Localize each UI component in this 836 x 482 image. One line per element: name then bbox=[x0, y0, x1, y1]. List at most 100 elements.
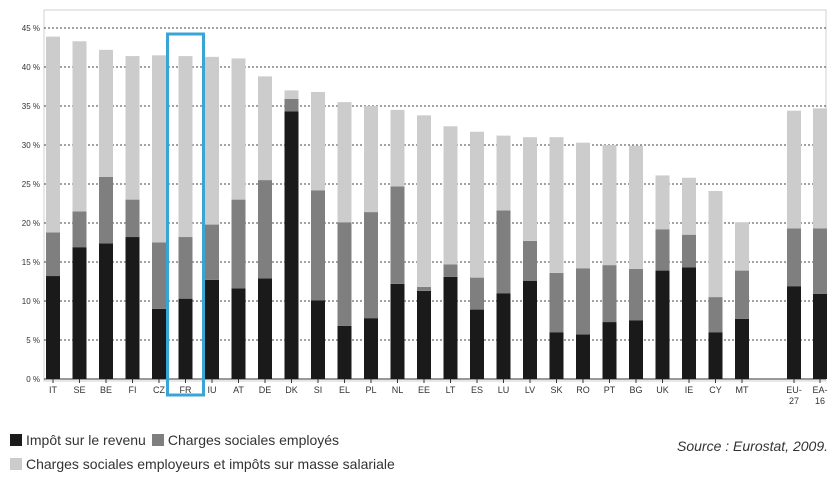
bar-ee-series-2 bbox=[417, 286, 431, 291]
bar-cz-series-3 bbox=[152, 55, 166, 243]
bar-lt-series-1 bbox=[443, 276, 458, 379]
bar-iu-series-3 bbox=[205, 56, 219, 225]
bar-lt-series-3 bbox=[443, 126, 458, 265]
bar-sk-series-3 bbox=[549, 137, 564, 273]
bar-dk-series-3 bbox=[284, 90, 299, 99]
bar-si-series-3 bbox=[311, 91, 325, 191]
bar-ie-series-3 bbox=[682, 177, 696, 235]
bar-uk-series-2 bbox=[655, 229, 670, 271]
bar-de-series-1 bbox=[258, 278, 272, 379]
bar-pl-series-1 bbox=[364, 318, 378, 379]
bar-fi-series-3 bbox=[125, 56, 140, 200]
bar-it-series-2 bbox=[46, 232, 60, 277]
bar-fi-series-2 bbox=[125, 199, 140, 238]
x-tick-label: 16 bbox=[815, 396, 825, 406]
bar-nl-series-3 bbox=[390, 109, 405, 187]
bar-es-series-2 bbox=[470, 277, 484, 310]
bar-se-series-2 bbox=[72, 211, 87, 248]
legend-label-employer-contributions: Charges sociales employeurs et impôts su… bbox=[26, 456, 395, 472]
x-tick-label: IT bbox=[49, 385, 58, 395]
x-tick-label: ES bbox=[471, 385, 483, 395]
bar-pt-series-1 bbox=[602, 322, 617, 379]
bar-es-series-3 bbox=[470, 131, 484, 278]
bar-se-series-3 bbox=[72, 41, 87, 212]
x-tick-label: DE bbox=[259, 385, 272, 395]
bar-fr-series-3 bbox=[178, 56, 193, 238]
x-tick-label: LU bbox=[498, 385, 510, 395]
legend-label-employee-contributions: Charges sociales employés bbox=[167, 432, 340, 448]
legend-item-income-tax: Impôt sur le revenu bbox=[10, 432, 146, 448]
bar-el-series-3 bbox=[337, 102, 352, 223]
bar-ea-16-series-1 bbox=[813, 293, 827, 379]
bar-ro-series-1 bbox=[576, 334, 590, 379]
x-tick-label: UK bbox=[656, 385, 669, 395]
x-tick-label: SK bbox=[550, 385, 562, 395]
x-tick-label: 27 bbox=[789, 396, 799, 406]
bar-eu-27-series-3 bbox=[787, 110, 801, 229]
bar-si-series-2 bbox=[311, 190, 325, 301]
bar-mt-series-2 bbox=[735, 270, 749, 319]
x-tick-label: CZ bbox=[153, 385, 165, 395]
x-tick-label: IE bbox=[685, 385, 694, 395]
x-tick-label: CY bbox=[709, 385, 722, 395]
bar-dk-series-2 bbox=[284, 98, 299, 112]
bar-de-series-3 bbox=[258, 76, 272, 181]
bar-cy-series-3 bbox=[708, 191, 723, 298]
bar-lv-series-1 bbox=[523, 280, 537, 379]
bar-si-series-1 bbox=[311, 300, 325, 379]
bar-el-series-1 bbox=[337, 325, 352, 379]
y-tick-label: 15 % bbox=[22, 258, 40, 267]
bar-eu-27-series-1 bbox=[787, 286, 801, 379]
bar-lv-series-3 bbox=[523, 137, 537, 241]
x-tick-label: EA- bbox=[812, 385, 827, 395]
bar-uk-series-3 bbox=[655, 175, 670, 230]
legend-row-1: Impôt sur le revenu Charges sociales emp… bbox=[10, 432, 345, 448]
y-tick-label: 40 % bbox=[22, 63, 40, 72]
bar-de-series-2 bbox=[258, 180, 272, 279]
x-tick-label: IU bbox=[208, 385, 217, 395]
bar-ie-series-1 bbox=[682, 267, 696, 379]
bar-nl-series-2 bbox=[390, 186, 405, 284]
bar-fr-series-1 bbox=[178, 298, 193, 379]
y-tick-label: 30 % bbox=[22, 141, 40, 150]
bar-bg-series-2 bbox=[629, 269, 643, 321]
x-tick-label: BE bbox=[100, 385, 112, 395]
bar-ea-16-series-2 bbox=[813, 228, 827, 294]
y-tick-label: 20 % bbox=[22, 219, 40, 228]
legend-item-employee-contributions: Charges sociales employés bbox=[151, 432, 340, 448]
x-tick-label: MT bbox=[736, 385, 749, 395]
x-tick-label: FI bbox=[129, 385, 137, 395]
x-tick-label: DK bbox=[285, 385, 298, 395]
bar-fi-series-1 bbox=[125, 237, 140, 379]
legend-swatch-employer-contributions bbox=[10, 458, 22, 470]
bar-mt-series-1 bbox=[735, 318, 749, 379]
bar-lu-series-2 bbox=[496, 210, 511, 294]
bar-lu-series-1 bbox=[496, 293, 511, 379]
x-tick-label: SI bbox=[314, 385, 323, 395]
x-tick-label: SE bbox=[73, 385, 85, 395]
bar-sk-series-1 bbox=[549, 332, 564, 379]
bar-be-series-3 bbox=[99, 49, 113, 177]
source-note: Source : Eurostat, 2009. bbox=[677, 438, 828, 454]
legend-swatch-income-tax bbox=[10, 434, 22, 446]
y-tick-label: 25 % bbox=[22, 180, 40, 189]
bar-iu-series-2 bbox=[205, 224, 219, 280]
bar-cy-series-1 bbox=[708, 332, 723, 379]
bar-at-series-1 bbox=[231, 288, 246, 379]
bar-cz-series-1 bbox=[152, 308, 166, 379]
x-tick-label: LT bbox=[446, 385, 456, 395]
bar-es-series-1 bbox=[470, 309, 484, 379]
bar-se-series-1 bbox=[72, 247, 87, 379]
x-tick-label: FR bbox=[180, 385, 192, 395]
bar-lu-series-3 bbox=[496, 135, 511, 211]
x-tick-label: LV bbox=[525, 385, 535, 395]
legend-swatch-employee-contributions bbox=[151, 434, 164, 446]
legend-label-income-tax: Impôt sur le revenu bbox=[26, 432, 146, 448]
x-tick-label: BG bbox=[629, 385, 642, 395]
y-tick-label: 5 % bbox=[26, 336, 40, 345]
bar-iu-series-1 bbox=[205, 279, 219, 379]
bar-pl-series-3 bbox=[364, 106, 378, 213]
x-tick-label: PL bbox=[365, 385, 376, 395]
y-tick-label: 35 % bbox=[22, 102, 40, 111]
bar-be-series-1 bbox=[99, 243, 113, 379]
